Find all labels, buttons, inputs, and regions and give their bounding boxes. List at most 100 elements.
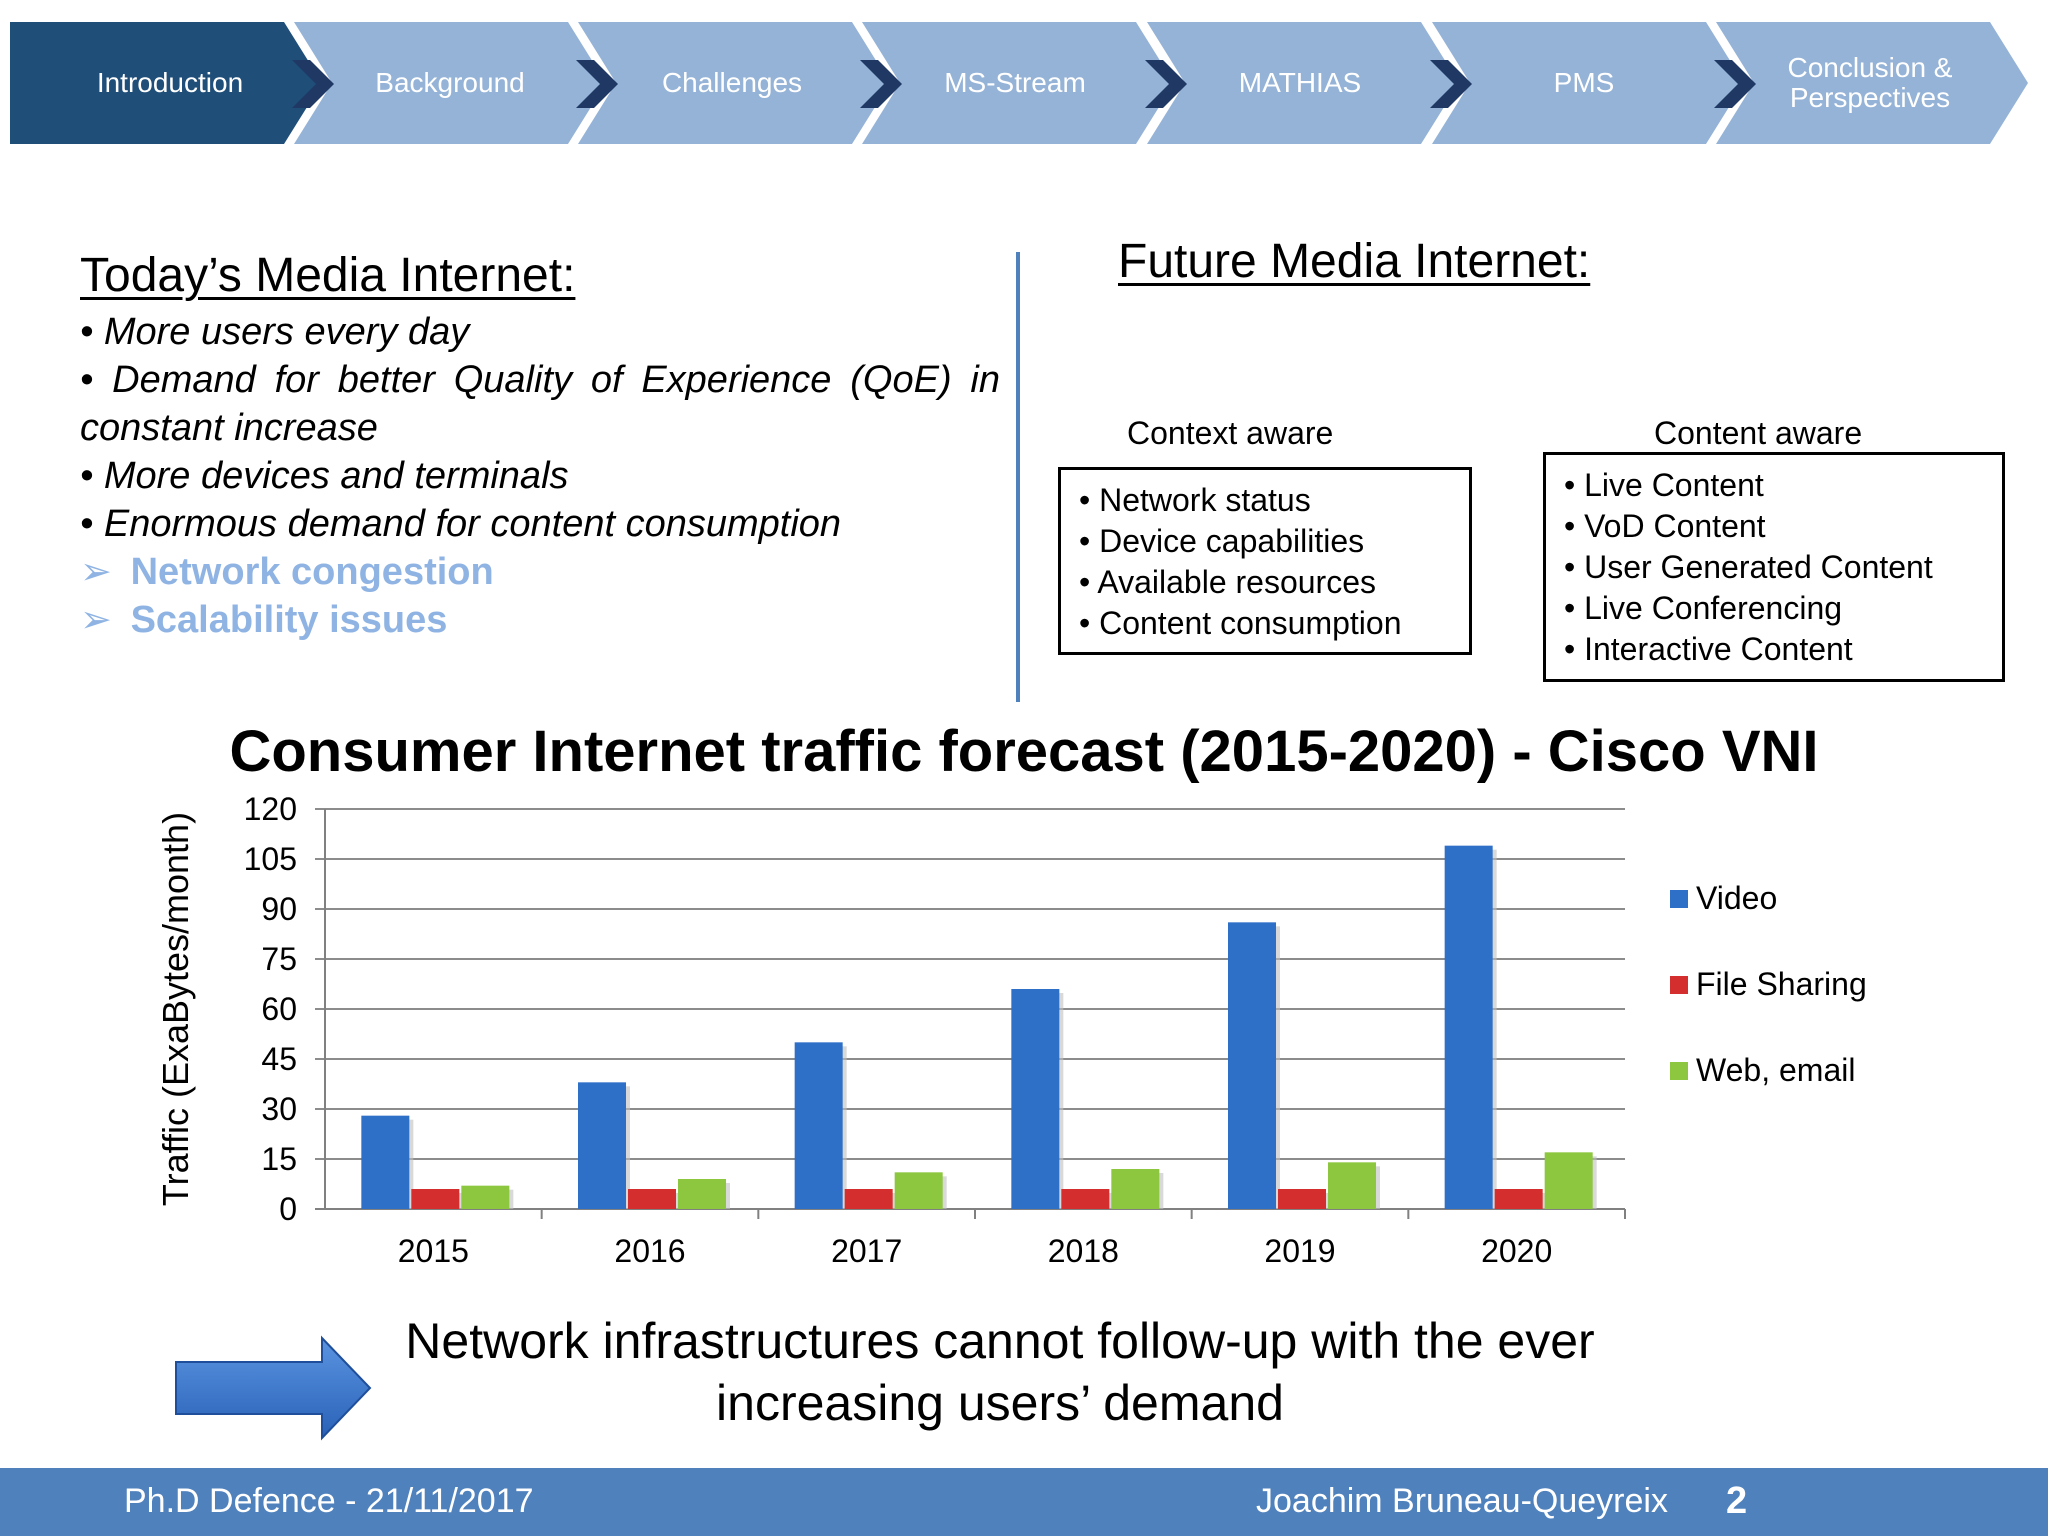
legend-label: File Sharing <box>1696 966 1867 1002</box>
bar-web-email-2020 <box>1544 1152 1593 1209</box>
x-tick-label: 2015 <box>398 1233 469 1269</box>
network-congestion-text: Network congestion <box>130 551 494 593</box>
bar-video-2019 <box>1228 922 1276 1209</box>
nav-chevron <box>1147 22 1459 144</box>
bullet-item: • Enormous demand for content consumptio… <box>80 503 842 545</box>
context-item: • Network status <box>1079 482 1311 518</box>
content-item: • Live Content <box>1564 467 1764 503</box>
legend-item: File Sharing <box>1670 966 1867 1003</box>
x-tick-label: 2016 <box>614 1233 685 1269</box>
bar-web-email-2015 <box>461 1185 510 1209</box>
page-number: 2 <box>1726 1480 1748 1522</box>
section-navigation: Introduction Background Challenges MS-St… <box>0 0 2048 160</box>
y-axis-label: Traffic (ExaBytes/month) <box>155 812 196 1206</box>
footer-author: Joachim Bruneau-Queyreix <box>1256 1482 1668 1520</box>
y-tick-label: 30 <box>261 1091 297 1127</box>
context-item: • Available resources <box>1079 564 1376 600</box>
nav-chevrons-graphic <box>10 22 2028 144</box>
nav-chevron <box>10 22 322 144</box>
legend-swatch <box>1670 1061 1688 1080</box>
bar-web-email-2016 <box>678 1179 726 1209</box>
nav-separator-arrow-icon <box>292 60 334 108</box>
nav-chevron <box>1432 22 1744 144</box>
legend-swatch <box>1670 975 1688 994</box>
nav-tab-ms-stream[interactable]: MS-Stream <box>944 66 1086 98</box>
context-aware-label: Context aware <box>1127 415 1334 451</box>
nav-tab-background[interactable]: Background <box>375 66 525 98</box>
nav-chevron <box>1716 22 2028 144</box>
chart-title: Consumer Internet traffic forecast (2015… <box>229 719 1819 784</box>
traffic-bar-chart: 0 15 30 45 60 75 90 105 120 Traffic (ExaBytes/mon… <box>155 791 1626 1269</box>
bullet-item: • More users every day <box>80 311 470 353</box>
content-item: • VoD Content <box>1564 508 1766 544</box>
bullet-item: • Demand for better Quality of Experienc… <box>80 359 1000 449</box>
y-tick-label: 105 <box>244 841 297 877</box>
bar-file-sharing-2016 <box>628 1189 676 1209</box>
legend-item: Video <box>1670 880 1777 917</box>
content-item: • User Generated Content <box>1564 549 1933 585</box>
y-tick-label: 120 <box>244 791 297 827</box>
y-tick-label: 60 <box>261 991 297 1027</box>
legend-label: Video <box>1696 880 1778 916</box>
x-tick-label: 2020 <box>1481 1233 1552 1269</box>
nav-separator-arrow-icon <box>576 60 618 108</box>
bar-file-sharing-2017 <box>844 1189 893 1209</box>
todays-media-internet-list: • More users every day • Demand for bett… <box>80 308 1000 644</box>
nav-separator-arrow-icon <box>1430 60 1472 108</box>
bar-web-email-2019 <box>1328 1162 1376 1209</box>
context-aware-box: • Network status • Device capabilities •… <box>1058 467 1472 655</box>
bar-video-2015 <box>361 1115 410 1209</box>
y-tick-label: 90 <box>261 891 297 927</box>
context-item: • Content consumption <box>1079 605 1402 641</box>
legend-swatch <box>1670 889 1688 908</box>
nav-chevron <box>294 22 606 144</box>
nav-tab-conclusion[interactable]: Conclusion & Perspectives <box>1787 51 1953 113</box>
highlight-item: ➢ Scalability issues <box>80 596 1000 644</box>
footer-bar: Ph.D Defence - 21/11/2017 Joachim Brunea… <box>0 1468 2048 1536</box>
content-aware-label: Content aware <box>1654 415 1863 451</box>
footer-event: Ph.D Defence - 21/11/2017 <box>124 1482 534 1520</box>
bullet-item: • More devices and terminals <box>80 455 569 497</box>
x-tick-label: 2017 <box>831 1233 902 1269</box>
bar-file-sharing-2020 <box>1494 1189 1543 1209</box>
nav-chevron <box>862 22 1174 144</box>
conclusion-line: increasing users’ demand <box>716 1375 1284 1431</box>
column-divider <box>1016 252 1020 702</box>
legend-item: Web, email <box>1670 1052 1855 1089</box>
conclusion-text: Network infrastructures cannot follow-up… <box>360 1310 1640 1434</box>
context-item: • Device capabilities <box>1079 523 1365 559</box>
bar-file-sharing-2019 <box>1278 1189 1326 1209</box>
todays-media-internet-title: Today’s Media Internet: <box>80 249 576 302</box>
future-media-internet-title: Future Media Internet: <box>1118 235 1591 288</box>
content-item: • Interactive Content <box>1564 631 1853 667</box>
bar-file-sharing-2015 <box>411 1189 460 1209</box>
right-arrow-icon <box>175 1335 372 1441</box>
nav-separator-arrow-icon <box>1145 60 1187 108</box>
bar-file-sharing-2018 <box>1061 1189 1110 1209</box>
nav-tab-introduction[interactable]: Introduction <box>96 66 244 98</box>
bar-video-2020 <box>1444 845 1493 1209</box>
nav-tab-mathias[interactable]: MATHIAS <box>1238 66 1362 98</box>
nav-tab-challenges[interactable]: Challenges <box>661 66 803 98</box>
nav-chevron <box>578 22 890 144</box>
nav-tab-pms[interactable]: PMS <box>1553 66 1615 98</box>
nav-separator-arrow-icon <box>1714 60 1756 108</box>
nav-separator-arrow-icon <box>860 60 902 108</box>
legend-label: Web, email <box>1696 1052 1856 1088</box>
conclusion-line: Network infrastructures cannot follow-up… <box>405 1313 1595 1369</box>
arrow-bullet-icon: ➢ <box>80 551 112 593</box>
y-tick-label: 15 <box>261 1141 297 1177</box>
content-item: • Live Conferencing <box>1564 590 1843 626</box>
bar-web-email-2017 <box>894 1172 943 1209</box>
highlight-item: ➢ Network congestion <box>80 548 1000 596</box>
y-tick-label: 0 <box>279 1191 297 1227</box>
bar-video-2016 <box>578 1082 626 1209</box>
bar-web-email-2018 <box>1111 1169 1160 1209</box>
y-tick-label: 75 <box>261 941 297 977</box>
x-tick-label: 2018 <box>1048 1233 1119 1269</box>
y-tick-label: 45 <box>261 1041 297 1077</box>
bar-video-2018 <box>1011 989 1060 1209</box>
scalability-issues-text: Scalability issues <box>130 599 448 641</box>
content-aware-box: • Live Content • VoD Content • User Gene… <box>1543 452 2005 682</box>
arrow-bullet-icon: ➢ <box>80 599 112 641</box>
